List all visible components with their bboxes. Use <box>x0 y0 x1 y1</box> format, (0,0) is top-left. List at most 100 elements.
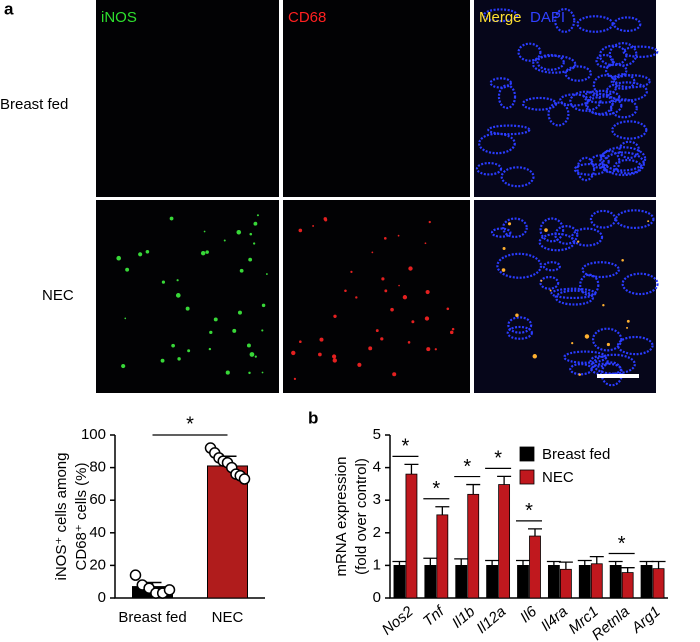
signal-speck <box>236 229 242 235</box>
x-tick-label: Il1b <box>449 603 478 632</box>
x-tick-label: Il4ra <box>538 603 571 635</box>
signal-speck <box>507 222 512 226</box>
signal-speck <box>185 306 190 311</box>
bar <box>547 565 560 599</box>
nucleus-outline <box>581 261 620 279</box>
error-bar <box>435 506 450 515</box>
error-bar <box>620 567 635 573</box>
nucleus-outline <box>612 16 642 33</box>
y-tick-label: 1 <box>373 556 381 573</box>
legend-label: Breast fed <box>542 446 610 463</box>
x-tick-label: Nos2 <box>379 603 417 639</box>
signal-speck <box>621 258 624 262</box>
bar <box>590 563 603 599</box>
nucleus-outline <box>539 275 560 290</box>
signal-speck <box>384 289 388 293</box>
nucleus-outline <box>592 74 618 96</box>
signal-speck <box>451 327 455 331</box>
error-bar <box>589 555 604 564</box>
nucleus-outline <box>592 353 636 375</box>
signal-speck <box>253 242 256 245</box>
nucleus-outline <box>547 101 570 127</box>
significance-label: * <box>402 436 410 458</box>
nucleus-outline <box>564 65 592 82</box>
nucleus-outline <box>576 156 596 182</box>
signal-speck <box>368 346 373 351</box>
nucleus-outline <box>554 224 579 245</box>
nucleus-outline <box>569 362 593 376</box>
signal-speck <box>323 217 327 221</box>
nucleus-outline <box>542 261 561 272</box>
signal-speck <box>160 358 165 363</box>
bar <box>621 572 634 599</box>
signal-speck <box>176 279 179 282</box>
nucleus-outline <box>589 209 617 229</box>
error-bar <box>392 560 407 566</box>
signal-speck <box>424 316 430 321</box>
signal-speck <box>237 310 242 315</box>
signal-speck <box>116 255 122 261</box>
y-tick-label: 80 <box>89 459 106 476</box>
signal-speck <box>249 232 253 236</box>
x-tick-label: Arg1 <box>628 603 664 637</box>
signal-speck <box>626 326 629 329</box>
nucleus-outline <box>582 89 621 104</box>
signal-speck <box>225 370 230 375</box>
signal-speck <box>333 314 337 318</box>
nucleus-outline <box>500 166 535 188</box>
signal-speck <box>606 342 610 347</box>
nucleus-outline <box>475 161 503 176</box>
signal-speck <box>177 357 181 361</box>
nucleus-outline <box>478 132 516 155</box>
signal-speck <box>291 350 296 356</box>
error-bar <box>485 559 500 566</box>
signal-speck <box>246 343 251 348</box>
signal-speck <box>371 251 374 254</box>
signal-speck <box>169 216 174 221</box>
legend-swatch <box>519 469 535 485</box>
signal-speck <box>532 354 538 359</box>
column-label: iNOS <box>101 9 137 26</box>
nucleus-outline <box>608 42 638 67</box>
signal-speck <box>125 267 130 272</box>
bar <box>455 565 468 599</box>
nucleus-outline <box>554 8 576 33</box>
signal-speck <box>332 358 337 363</box>
error-bar <box>497 475 512 485</box>
signal-speck <box>293 377 297 381</box>
nucleus-outline <box>506 325 533 340</box>
signal-speck <box>408 266 413 271</box>
x-tick-label: Tnf <box>420 602 449 630</box>
nucleus-outline <box>571 227 604 247</box>
nucleus-outline <box>591 327 623 352</box>
nucleus-outline <box>589 154 610 169</box>
signal-speck <box>398 284 400 287</box>
signal-speck <box>381 277 385 281</box>
nucleus-outline <box>482 8 519 23</box>
error-bar <box>639 560 654 566</box>
signal-speck <box>383 237 387 240</box>
nucleus-outline <box>611 120 648 140</box>
row-label: Breast fed <box>0 96 68 113</box>
signal-speck <box>344 289 347 293</box>
signal-speck <box>312 225 315 227</box>
signal-speck <box>501 268 506 272</box>
signal-speck <box>446 307 450 311</box>
x-tick-label: Il6 <box>517 603 541 627</box>
nucleus-outline <box>569 90 602 112</box>
nucleus-outline <box>589 355 609 368</box>
micrographs <box>96 0 659 393</box>
y-tick-label: 0 <box>373 589 381 606</box>
signal-speck <box>265 273 268 275</box>
signal-speck <box>145 250 150 254</box>
signal-speck <box>121 363 126 369</box>
nucleus-outline <box>600 361 623 387</box>
image-inos-nec <box>96 200 279 393</box>
legend-swatch <box>519 446 535 462</box>
signal-speck <box>200 250 206 256</box>
signal-speck <box>203 230 206 233</box>
signal-speck <box>402 295 408 300</box>
bar <box>652 568 665 599</box>
nucleus-outline <box>616 335 654 356</box>
